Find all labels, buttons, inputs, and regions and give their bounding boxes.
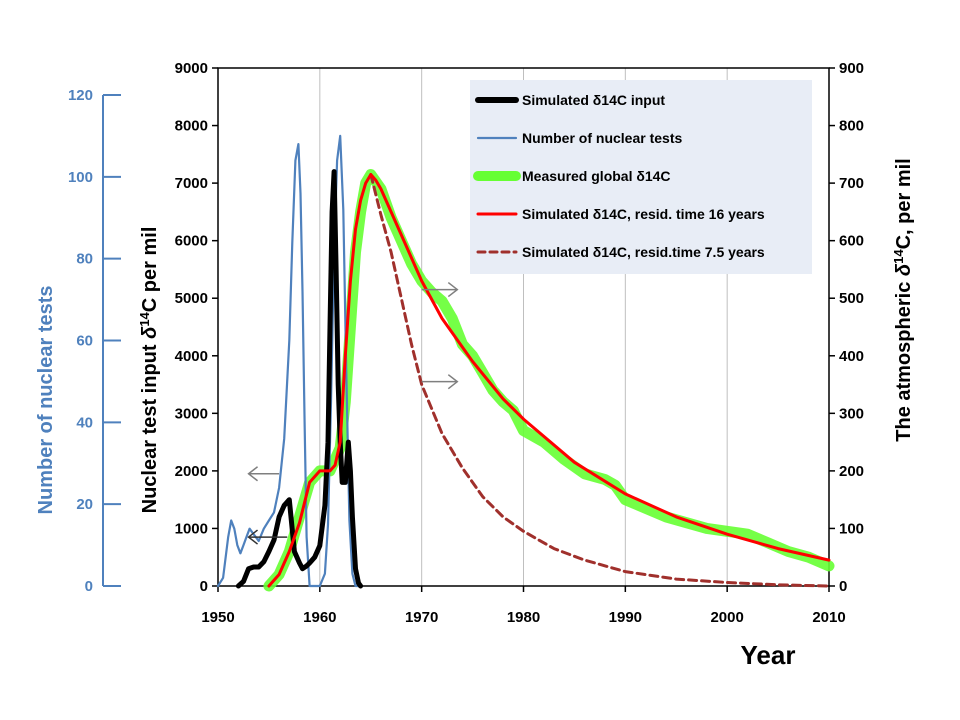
right-tick-label: 500 — [839, 290, 864, 307]
right-tick-label: 300 — [839, 405, 864, 422]
inner-left-tick-label: 7000 — [175, 175, 208, 192]
right-tick-label: 700 — [839, 175, 864, 192]
series-line-0 — [235, 169, 364, 589]
inner-left-tick-label: 3000 — [175, 405, 208, 422]
inner-left-axis-title-sup: 14 — [137, 311, 152, 326]
outer-left-tick-label: 0 — [85, 578, 93, 595]
legend-entry-0: Simulated δ14C input — [475, 92, 665, 108]
legend-box — [470, 80, 812, 274]
outer-left-tick-label: 120 — [68, 87, 93, 104]
right-ticks: 0 100 200 300 400 500 600 700 800 900 — [829, 60, 864, 595]
x-axis-title: Year — [741, 640, 796, 670]
right-axis-title: The atmospheric δ14C, per mil — [891, 158, 916, 441]
inner-left-tick-label: 2000 — [175, 463, 208, 480]
outer-left-tick-label: 80 — [76, 251, 93, 268]
inner-left-axis-title-prefix: Nuclear test input — [139, 339, 161, 513]
series-layer — [216, 134, 835, 592]
inner-left-tick-label: 0 — [200, 578, 208, 595]
outer-left-tick-label: 20 — [76, 496, 93, 513]
x-tick-label: 1970 — [405, 609, 438, 626]
right-tick-label: 200 — [839, 463, 864, 480]
annotation-arrow-0 — [247, 466, 280, 482]
right-tick-label: 900 — [839, 60, 864, 77]
right-tick-label: 800 — [839, 118, 864, 135]
inner-left-tick-label: 8000 — [175, 118, 208, 135]
outer-left-tick-label: 40 — [76, 414, 93, 431]
inner-left-axis-title-suffix: C per mil — [139, 227, 161, 313]
series-line-3 — [267, 173, 831, 588]
legend-label: Measured global δ14C — [522, 168, 671, 184]
inner-left-ticks: 0 1000 2000 3000 4000 5000 6000 7000 8000 9000 — [175, 60, 218, 595]
inner-left-tick-label: 9000 — [175, 60, 208, 77]
legend-entry-2: Measured global δ14C — [473, 168, 671, 184]
inner-left-axis-title-symbol: δ — [139, 326, 161, 339]
annotation-arrow-3 — [421, 374, 459, 390]
inner-left-tick-label: 4000 — [175, 348, 208, 365]
x-tick-label: 1980 — [507, 609, 540, 626]
right-tick-label: 600 — [839, 233, 864, 250]
annotation-layer — [247, 281, 459, 545]
right-axis-title-suffix: C, per mil — [893, 158, 915, 249]
series-line-1 — [216, 134, 362, 588]
x-tick-label: 1990 — [609, 609, 642, 626]
right-axis-title-symbol: δ — [893, 263, 915, 276]
right-axis-title-sup: 14 — [891, 249, 906, 264]
outer-left-tick-label: 60 — [76, 333, 93, 350]
inner-left-axis-title: Nuclear test input δ14C per mil — [137, 227, 162, 514]
legend-entry-1: Number of nuclear tests — [476, 130, 682, 146]
legend-label: Simulated δ14C, resid. time 16 years — [522, 206, 765, 222]
legend-entry-4: Simulated δ14C, resid.time 7.5 years — [476, 244, 765, 260]
inner-left-tick-label: 5000 — [175, 290, 208, 307]
outer-left-ticks: 0 20 40 60 80 100 120 — [68, 87, 121, 595]
outer-left-axis-title: Number of nuclear tests — [35, 286, 57, 515]
outer-left-tick-label: 100 — [68, 169, 93, 186]
x-tick-label: 1960 — [303, 609, 336, 626]
right-tick-label: 400 — [839, 348, 864, 365]
inner-left-tick-label: 1000 — [175, 520, 208, 537]
legend-entry-3: Simulated δ14C, resid. time 16 years — [476, 206, 765, 222]
legend-label: Simulated δ14C, resid.time 7.5 years — [522, 244, 765, 260]
x-tick-label: 2010 — [812, 609, 845, 626]
x-tick-label: 2000 — [710, 609, 743, 626]
x-ticks: 1950 1960 1970 1980 1990 2000 2010 — [201, 586, 846, 626]
right-axis-title-prefix: The atmospheric — [893, 276, 915, 442]
legend-label: Simulated δ14C input — [522, 92, 665, 108]
x-tick-label: 1950 — [201, 609, 234, 626]
annotation-arrow-1 — [247, 529, 288, 545]
right-tick-label: 0 — [839, 578, 847, 595]
legend: Simulated δ14C input Number of nuclear te… — [473, 92, 765, 260]
legend-label: Number of nuclear tests — [522, 130, 682, 146]
annotation-arrow-2 — [421, 281, 459, 298]
right-tick-label: 100 — [839, 520, 864, 537]
inner-left-tick-label: 6000 — [175, 233, 208, 250]
series-line-4 — [369, 173, 831, 588]
